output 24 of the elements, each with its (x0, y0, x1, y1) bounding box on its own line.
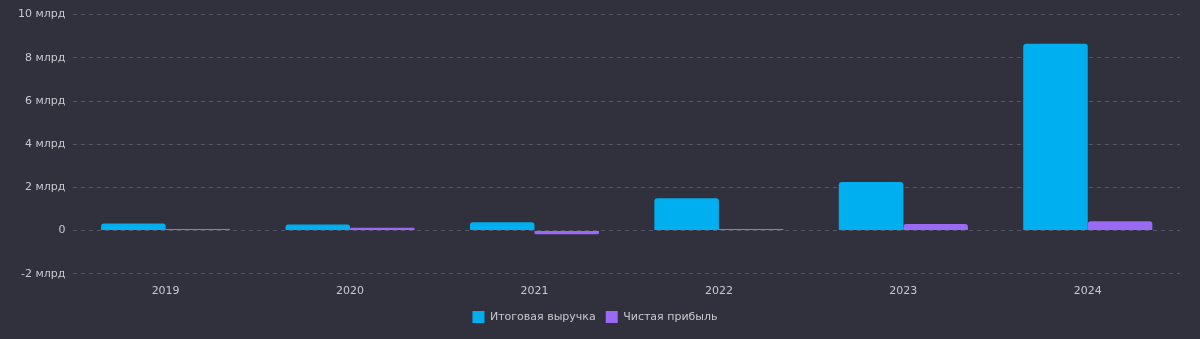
bar (654, 198, 719, 231)
bar (101, 223, 166, 231)
bar (903, 224, 968, 231)
bar (1023, 43, 1088, 231)
x-tick-label: 2022 (704, 284, 733, 298)
bar (469, 222, 535, 231)
y-tick-label: 6 млрд (24, 93, 66, 107)
bar (1087, 221, 1153, 231)
legend-label: Итоговая выручка (489, 309, 596, 323)
y-tick-label: 10 млрд (17, 7, 66, 21)
y-tick-label: 2 млрд (24, 180, 66, 194)
x-tick-label: 2024 (1073, 284, 1102, 298)
bar (534, 231, 600, 235)
y-tick-label: -2 млрд (21, 266, 66, 280)
y-tick-label: 0 (58, 223, 66, 237)
bar (838, 182, 904, 231)
legend-label: Чистая прибыль (623, 309, 718, 323)
x-tick-label: 2021 (520, 284, 549, 298)
bar (285, 224, 351, 231)
y-tick-label: 8 млрд (24, 50, 66, 64)
y-tick-label: 4 млрд (24, 137, 66, 151)
x-tick-label: 2019 (151, 284, 180, 298)
x-tick-label: 2023 (889, 284, 918, 298)
x-tick-label: 2020 (336, 284, 365, 298)
